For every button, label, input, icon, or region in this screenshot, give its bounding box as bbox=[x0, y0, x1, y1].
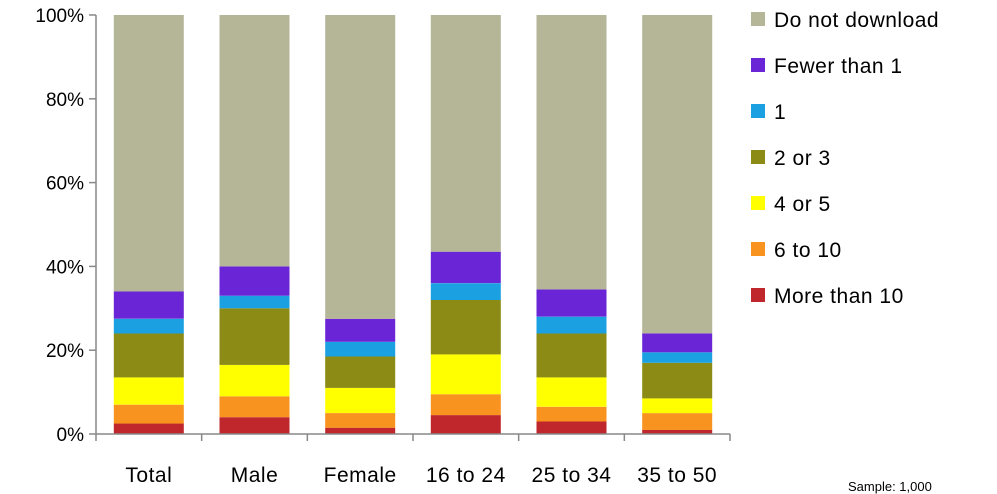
bar-segment bbox=[325, 15, 396, 319]
bar-segment bbox=[113, 291, 184, 319]
bar-segment bbox=[430, 299, 501, 355]
legend-label: 6 to 10 bbox=[774, 239, 842, 262]
x-category-label: Female bbox=[324, 464, 397, 487]
bar-segment bbox=[113, 15, 184, 292]
y-tick-label: 60% bbox=[46, 174, 84, 195]
plot-area: 0% 20% 40% 60% 80% 100% Total Male Female 16 to 2… bbox=[35, 6, 731, 487]
bar-segment bbox=[325, 356, 396, 388]
legend-label: 1 bbox=[774, 101, 786, 124]
bar-segment bbox=[642, 413, 713, 430]
bar-segment bbox=[325, 387, 396, 413]
bar-segment bbox=[642, 15, 713, 334]
bar-segment bbox=[642, 429, 713, 434]
bar-segment bbox=[642, 333, 713, 353]
bar-segment bbox=[113, 377, 184, 405]
legend-swatch bbox=[751, 288, 765, 302]
bar-segment bbox=[219, 396, 290, 418]
bar-segment bbox=[430, 415, 501, 434]
bar-segment bbox=[219, 295, 290, 309]
legend-swatch bbox=[751, 12, 765, 26]
legend-label: More than 10 bbox=[774, 285, 904, 308]
legend-label: 4 or 5 bbox=[774, 193, 831, 216]
x-category-label: Total bbox=[125, 464, 172, 487]
bar-segment bbox=[536, 15, 607, 290]
bar-segment bbox=[536, 377, 607, 407]
bar-segment bbox=[430, 15, 501, 252]
bar-segment bbox=[430, 354, 501, 395]
bar-segment bbox=[219, 308, 290, 365]
bar-segment bbox=[113, 423, 184, 434]
bar-segment bbox=[219, 266, 290, 296]
y-tick-label: 40% bbox=[46, 257, 84, 278]
y-tick-label: 20% bbox=[46, 341, 84, 362]
legend-label: Fewer than 1 bbox=[774, 55, 903, 78]
legend-label: Do not download bbox=[774, 9, 939, 32]
bar-segment bbox=[325, 318, 396, 342]
bar-segment bbox=[113, 404, 184, 424]
bar-segment bbox=[113, 333, 184, 378]
bar-segment bbox=[536, 333, 607, 378]
legend-swatch bbox=[751, 196, 765, 210]
bar-segment bbox=[325, 427, 396, 434]
legend-swatch bbox=[751, 104, 765, 118]
bar-segment bbox=[325, 341, 396, 357]
x-category-label: Male bbox=[231, 464, 279, 487]
bar-segment bbox=[430, 251, 501, 284]
bar-segment bbox=[536, 406, 607, 422]
bar-segment bbox=[325, 413, 396, 428]
bar-segment bbox=[642, 398, 713, 414]
bar-segment bbox=[430, 283, 501, 300]
bar-segment bbox=[219, 417, 290, 434]
y-tick-label: 100% bbox=[35, 6, 84, 27]
legend-swatch bbox=[751, 58, 765, 72]
legend-swatch bbox=[751, 242, 765, 256]
bar-segment bbox=[219, 364, 290, 397]
legend: Do not download Fewer than 1 1 2 or 3 4 or 5… bbox=[751, 9, 939, 308]
x-category-label: 16 to 24 bbox=[426, 464, 506, 487]
bar-segment bbox=[536, 421, 607, 434]
bar-segment bbox=[113, 318, 184, 334]
y-tick-label: 80% bbox=[46, 90, 84, 111]
bar-segment bbox=[219, 15, 290, 267]
x-category-label: 35 to 50 bbox=[637, 464, 717, 487]
x-category-label: 25 to 34 bbox=[532, 464, 612, 487]
sample-note: Sample: 1,000 bbox=[848, 479, 932, 494]
y-tick-label: 0% bbox=[57, 425, 85, 446]
bar-segment bbox=[536, 316, 607, 334]
bar-segment bbox=[430, 394, 501, 416]
legend-swatch bbox=[751, 150, 765, 164]
legend-label: 2 or 3 bbox=[774, 147, 831, 170]
bar-segment bbox=[642, 352, 713, 363]
bar-segment bbox=[536, 289, 607, 317]
bar-segment bbox=[642, 362, 713, 399]
